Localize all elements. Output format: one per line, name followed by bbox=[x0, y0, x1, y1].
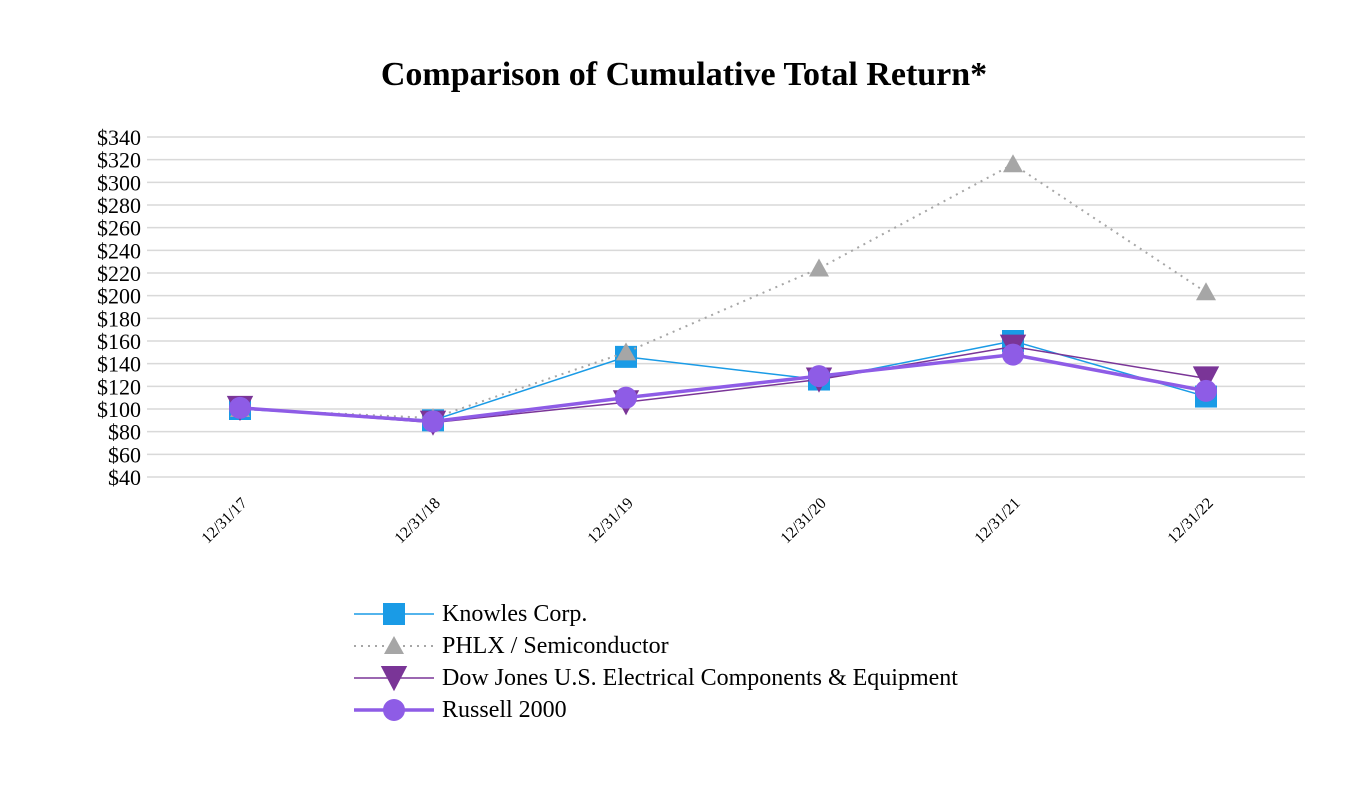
legend-swatch bbox=[354, 603, 434, 625]
y-tick-label: $280 bbox=[97, 193, 141, 218]
x-tick-label: 12/31/22 bbox=[1165, 495, 1217, 547]
legend-label: Russell 2000 bbox=[442, 696, 567, 723]
data-point bbox=[422, 410, 444, 433]
legend-swatch bbox=[354, 666, 434, 692]
data-point bbox=[615, 386, 637, 409]
data-point bbox=[1196, 282, 1216, 301]
series-line bbox=[239, 345, 1207, 424]
y-tick-label: $140 bbox=[97, 352, 141, 377]
legend-item: PHLX / Semiconductor bbox=[352, 630, 958, 662]
legend-swatch bbox=[354, 636, 434, 654]
legend-label: Knowles Corp. bbox=[442, 600, 588, 627]
series-line bbox=[239, 163, 1207, 420]
x-tick-label: 12/31/21 bbox=[972, 495, 1024, 547]
y-tick-label: $60 bbox=[108, 442, 141, 467]
data-point bbox=[809, 258, 829, 277]
gridlines bbox=[147, 136, 1305, 478]
series-4 bbox=[229, 343, 1217, 433]
legend-label: PHLX / Semiconductor bbox=[442, 632, 669, 659]
series-group bbox=[226, 154, 1220, 436]
legend: Knowles Corp. PHLX / Semiconductor Dow Jon… bbox=[352, 598, 958, 726]
data-point bbox=[808, 365, 830, 388]
data-point bbox=[1003, 154, 1023, 173]
y-tick-label: $40 bbox=[108, 465, 141, 490]
chart-title: Comparison of Cumulative Total Return* bbox=[380, 56, 988, 93]
y-tick-label: $260 bbox=[97, 216, 141, 241]
legend-label: Dow Jones U.S. Electrical Components & E… bbox=[442, 664, 958, 691]
y-tick-label: $80 bbox=[108, 420, 141, 445]
data-point bbox=[1192, 366, 1220, 392]
legend-item: Dow Jones U.S. Electrical Components & E… bbox=[352, 662, 958, 694]
x-axis-tick-labels: 12/31/17 12/31/18 12/31/19 12/31/20 12/31/21… bbox=[199, 495, 1217, 547]
y-tick-label: $340 bbox=[97, 125, 141, 150]
x-tick-label: 12/31/18 bbox=[392, 495, 444, 547]
data-point bbox=[616, 342, 636, 361]
y-tick-label: $100 bbox=[97, 397, 141, 422]
y-tick-label: $160 bbox=[97, 329, 141, 354]
data-point bbox=[229, 396, 251, 419]
data-point bbox=[383, 603, 405, 625]
data-point bbox=[384, 636, 404, 654]
data-point bbox=[1002, 343, 1024, 366]
x-tick-label: 12/31/19 bbox=[585, 495, 637, 547]
series-line bbox=[239, 352, 1207, 424]
y-tick-label: $220 bbox=[97, 261, 141, 286]
data-point bbox=[1195, 379, 1217, 402]
legend-swatch bbox=[354, 699, 434, 721]
data-point bbox=[380, 666, 408, 692]
data-point bbox=[383, 699, 405, 721]
x-tick-label: 12/31/20 bbox=[778, 495, 830, 547]
y-tick-label: $180 bbox=[97, 306, 141, 331]
legend-item: Knowles Corp. bbox=[352, 598, 958, 630]
y-axis-tick-labels: $40$60$80$100$120$140$160$180$200$220$24… bbox=[97, 125, 141, 490]
legend-item: Russell 2000 bbox=[352, 694, 958, 726]
y-tick-label: $320 bbox=[97, 148, 141, 173]
y-tick-label: $120 bbox=[97, 374, 141, 399]
y-tick-label: $200 bbox=[97, 284, 141, 309]
x-tick-label: 12/31/17 bbox=[199, 495, 251, 547]
chart-plot: $40$60$80$100$120$140$160$180$200$220$24… bbox=[97, 125, 1305, 547]
y-tick-label: $240 bbox=[97, 238, 141, 263]
y-tick-label: $300 bbox=[97, 170, 141, 195]
